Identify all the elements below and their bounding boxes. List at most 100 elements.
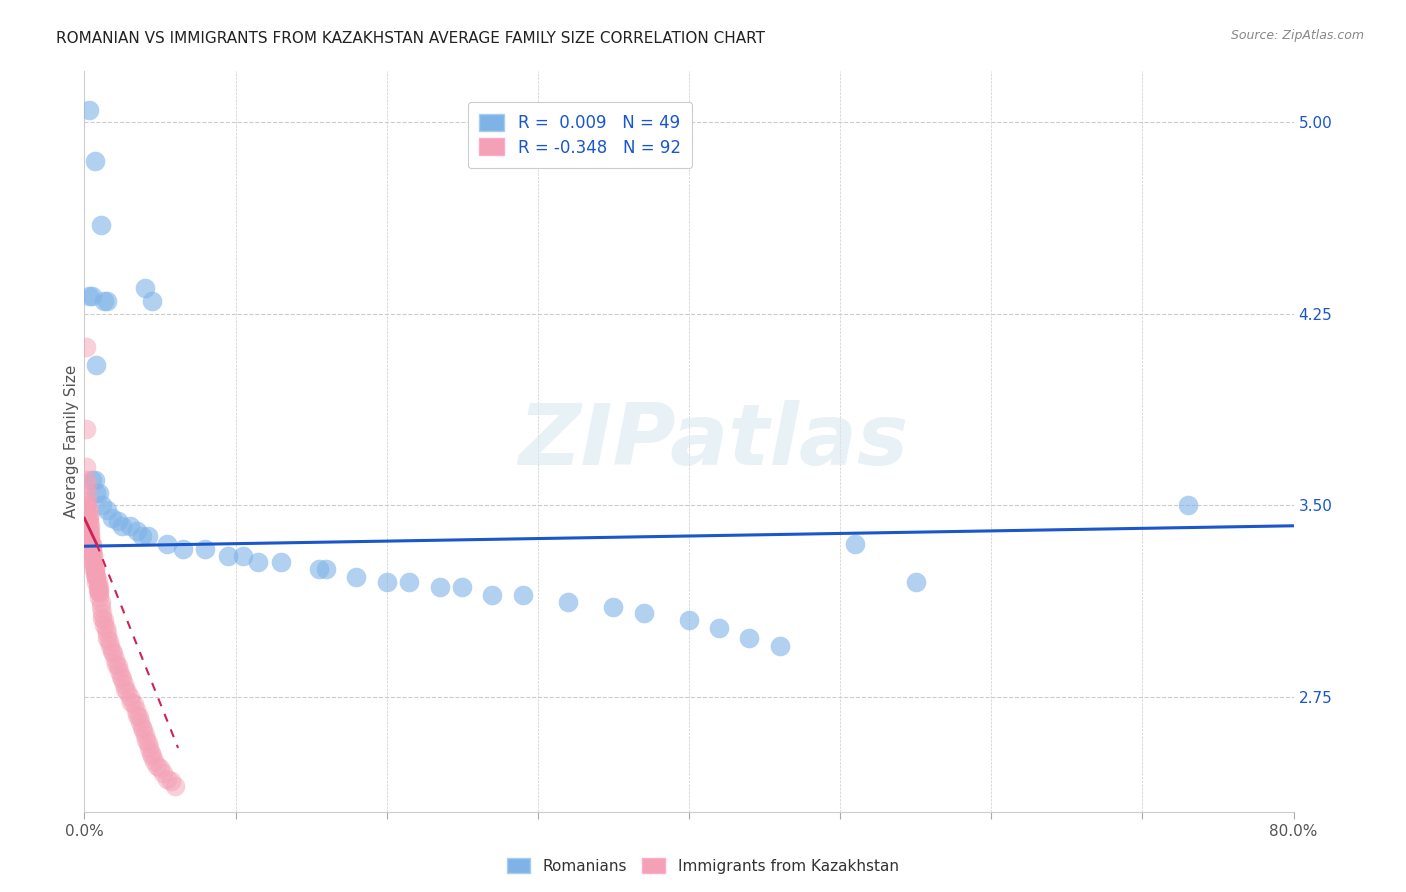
Point	[127, 524, 149, 538]
Point	[217, 549, 239, 564]
Point	[129, 715, 152, 730]
Point	[315, 562, 337, 576]
Point	[91, 610, 114, 624]
Point	[91, 499, 114, 513]
Point	[96, 626, 118, 640]
Point	[96, 503, 118, 517]
Point	[84, 567, 107, 582]
Point	[346, 570, 368, 584]
Point	[75, 503, 97, 517]
Point	[75, 499, 97, 513]
Point	[105, 657, 128, 671]
Point	[84, 562, 107, 576]
Point	[135, 733, 157, 747]
Point	[76, 485, 98, 500]
Point	[481, 588, 503, 602]
Point	[152, 766, 174, 780]
Text: ZIPatlas: ZIPatlas	[517, 400, 908, 483]
Point	[86, 570, 108, 584]
Point	[142, 754, 165, 768]
Point	[90, 595, 112, 609]
Point	[844, 536, 866, 550]
Point	[709, 621, 731, 635]
Point	[86, 358, 108, 372]
Text: Source: ZipAtlas.com: Source: ZipAtlas.com	[1230, 29, 1364, 42]
Legend: R =  0.009   N = 49, R = -0.348   N = 92: R = 0.009 N = 49, R = -0.348 N = 92	[468, 102, 692, 169]
Point	[75, 460, 97, 475]
Point	[84, 153, 107, 168]
Point	[118, 518, 141, 533]
Point	[451, 580, 474, 594]
Point	[375, 574, 398, 589]
Point	[156, 536, 179, 550]
Point	[139, 746, 162, 760]
Point	[87, 574, 110, 589]
Point	[80, 539, 103, 553]
Point	[82, 549, 104, 564]
Point	[79, 518, 101, 533]
Point	[141, 294, 163, 309]
Point	[77, 524, 100, 538]
Point	[769, 639, 792, 653]
Legend: Romanians, Immigrants from Kazakhstan: Romanians, Immigrants from Kazakhstan	[502, 852, 904, 880]
Point	[120, 695, 142, 709]
Point	[138, 740, 160, 755]
Point	[79, 529, 101, 543]
Point	[127, 707, 149, 722]
Point	[308, 562, 330, 576]
Point	[107, 659, 129, 673]
Point	[82, 549, 104, 564]
Point	[122, 698, 145, 712]
Point	[76, 493, 98, 508]
Point	[96, 631, 118, 645]
Point	[165, 779, 187, 793]
Point	[100, 644, 122, 658]
Point	[76, 508, 98, 523]
Point	[125, 703, 148, 717]
Point	[79, 524, 101, 538]
Point	[82, 555, 104, 569]
Point	[96, 294, 118, 309]
Point	[76, 514, 98, 528]
Point	[82, 559, 104, 574]
Point	[76, 499, 98, 513]
Point	[86, 570, 108, 584]
Point	[108, 665, 131, 679]
Point	[84, 473, 107, 487]
Point	[80, 544, 103, 558]
Point	[112, 677, 135, 691]
Point	[84, 559, 107, 574]
Point	[398, 574, 420, 589]
Point	[134, 728, 156, 742]
Point	[79, 534, 101, 549]
Point	[86, 574, 108, 589]
Point	[86, 485, 108, 500]
Point	[131, 529, 153, 543]
Point	[118, 690, 141, 704]
Point	[97, 633, 120, 648]
Point	[156, 772, 179, 786]
Point	[110, 669, 132, 683]
Point	[80, 544, 103, 558]
Point	[104, 651, 127, 665]
Point	[111, 518, 134, 533]
Point	[77, 518, 100, 533]
Point	[75, 422, 97, 436]
Point	[77, 514, 100, 528]
Point	[89, 585, 111, 599]
Point	[76, 478, 98, 492]
Point	[82, 555, 104, 569]
Point	[80, 473, 103, 487]
Point	[80, 541, 103, 556]
Point	[89, 591, 111, 605]
Point	[100, 511, 122, 525]
Point	[678, 613, 700, 627]
Point	[557, 595, 579, 609]
Point	[107, 514, 129, 528]
Point	[80, 536, 103, 550]
Point	[89, 580, 111, 594]
Point	[738, 631, 761, 645]
Point	[79, 529, 101, 543]
Point	[128, 710, 150, 724]
Point	[80, 289, 103, 303]
